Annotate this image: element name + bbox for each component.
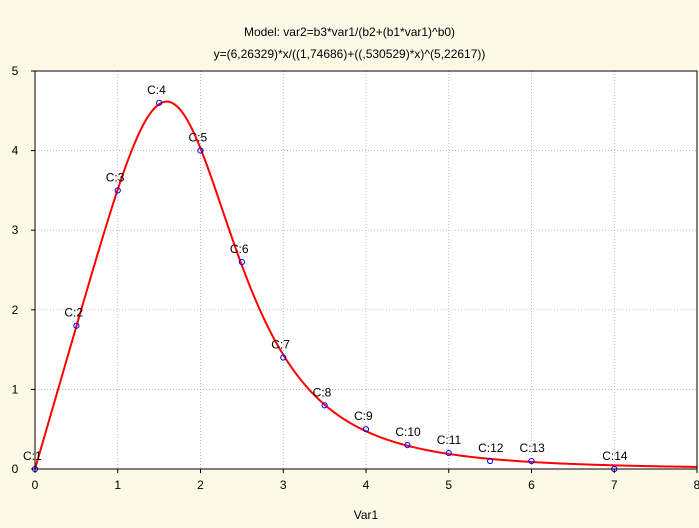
- chart-subtitle: y=(6,26329)*x/((1,74686)+((,530529)*x)^(…: [213, 47, 486, 61]
- point-label: C:6: [230, 242, 249, 256]
- data-point: [528, 457, 535, 465]
- data-point: [362, 426, 370, 433]
- data-point: [238, 258, 245, 266]
- point-label: C:7: [271, 338, 290, 352]
- point-label: C:9: [354, 409, 373, 423]
- x-tick-label: 5: [445, 478, 452, 492]
- data-point: [73, 322, 80, 329]
- x-tick-label: 3: [280, 478, 287, 492]
- point-label: C:11: [437, 433, 462, 447]
- point-label: C:8: [313, 385, 332, 399]
- data-point: [404, 442, 411, 449]
- point-label: C:12: [478, 441, 504, 455]
- x-tick-label: 8: [694, 478, 699, 492]
- x-tick-label: 7: [611, 478, 618, 492]
- data-point: [197, 147, 204, 154]
- point-label: C:5: [189, 131, 208, 145]
- x-tick-label: 0: [32, 478, 39, 492]
- tick-labels-layer: 0 1 2 3 4 5 6 7 8 0 1 2 3 4 5: [12, 64, 699, 492]
- y-tick-label: 2: [12, 303, 19, 317]
- data-point: [487, 457, 494, 465]
- point-label: C:13: [520, 441, 546, 455]
- x-axis-label: Var1: [354, 508, 379, 522]
- point-label: C:14: [602, 449, 628, 463]
- x-tick-label: 2: [197, 478, 204, 492]
- data-point: [321, 402, 328, 409]
- y-tick-label: 0: [12, 462, 19, 476]
- plot-border: [34, 70, 698, 470]
- x-tick-label: 6: [528, 478, 535, 492]
- x-tick-label: 4: [363, 478, 370, 492]
- grid-layer: [35, 71, 697, 469]
- data-point: [445, 449, 452, 457]
- x-tick-label: 1: [114, 478, 121, 492]
- point-label: C:3: [106, 170, 125, 184]
- point-label: C:4: [147, 83, 166, 97]
- chart-title: Model: var2=b3*var1/(b2+(b1*var1)^b0): [243, 25, 456, 39]
- fit-line: [34, 100, 698, 470]
- point-label: C:10: [395, 425, 421, 439]
- point-label: C:1: [23, 449, 42, 463]
- point-labels-layer: C:1 C:2 C:3 C:4 C:5 C:6 C:7 C:8 C:9 C:10 C:11 C:12 C…: [23, 83, 628, 463]
- data-point: [156, 99, 163, 106]
- y-tick-label: 3: [12, 223, 19, 237]
- point-label: C:2: [64, 306, 83, 320]
- y-tick-label: 4: [12, 144, 19, 158]
- data-point: [114, 187, 121, 194]
- data-point: [280, 354, 287, 361]
- y-tick-label: 5: [12, 64, 19, 78]
- y-tick-label: 1: [12, 382, 19, 396]
